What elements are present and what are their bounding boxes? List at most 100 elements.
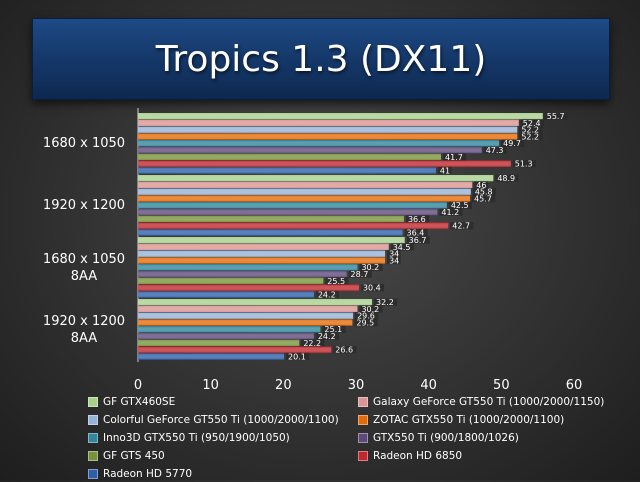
value-label-bg [406, 236, 430, 244]
x-tick-label: 0 [134, 378, 142, 393]
value-label: 46 [476, 181, 486, 190]
chart-title: Tropics 1.3 (DX11) [155, 38, 487, 80]
legend-item: GF GTS 450 [88, 448, 358, 464]
value-label-bg [359, 305, 383, 313]
bar-shine [138, 353, 285, 360]
legend-swatch [358, 415, 368, 425]
value-label: 52.2 [521, 132, 539, 141]
value-label: 42.5 [451, 201, 469, 210]
value-label: 30.4 [363, 284, 381, 293]
legend-label: Galaxy GeForce GT550 Ti (1000/2000/1150) [373, 396, 605, 408]
value-label-bg [404, 228, 428, 237]
bar-shine [138, 160, 511, 167]
value-label: 47.3 [486, 146, 504, 155]
bar-shine [138, 195, 471, 202]
bar-shine [138, 229, 403, 236]
bar-shine [138, 140, 500, 147]
value-label-bg [354, 318, 378, 327]
bar-shine [138, 202, 447, 209]
value-label: 52.2 [521, 126, 539, 135]
bar-shine [138, 284, 359, 291]
value-label-bg [315, 290, 340, 299]
value-label: 42.7 [452, 222, 470, 231]
bar-shine [138, 305, 358, 312]
value-label: 41 [440, 166, 450, 175]
bar-shine [138, 339, 300, 346]
category-label: 8AA [71, 269, 98, 284]
value-label-bg [355, 312, 379, 320]
value-label-bg [315, 332, 340, 340]
bar-shine [138, 181, 473, 188]
legend-label: GTX550 Ti (900/1800/1026) [373, 432, 519, 444]
bar-shine [138, 291, 314, 298]
value-label: 48.9 [497, 174, 515, 183]
bar-shine [138, 175, 494, 182]
legend-label: GF GTS 450 [103, 450, 165, 462]
value-label-bg [301, 339, 325, 347]
legend-item: Galaxy GeForce GT550 Ti (1000/2000/1150) [358, 394, 628, 410]
legend-swatch [358, 451, 368, 461]
legend-item: Radeon HD 6850 [358, 448, 628, 464]
bar-shine [138, 257, 386, 264]
value-label: 34 [389, 250, 399, 259]
bar-shine [138, 167, 436, 174]
bar-shine [138, 299, 372, 306]
value-label-bg [519, 126, 543, 134]
value-label: 24.2 [318, 290, 336, 299]
value-label: 22.2 [303, 339, 321, 348]
legend-swatch [88, 469, 98, 479]
value-label-bg [483, 146, 507, 154]
bar-shine [138, 126, 518, 133]
legend-label: Radeon HD 6850 [373, 450, 463, 462]
value-label-bg [373, 298, 398, 306]
bar-shine [138, 250, 386, 257]
value-label-bg [448, 201, 473, 209]
value-label-bg [348, 270, 372, 278]
value-label: 25.5 [327, 277, 345, 286]
bar-shine [138, 312, 354, 319]
legend-swatch [88, 451, 98, 461]
bar-shine [138, 277, 324, 284]
value-label: 20.1 [288, 352, 306, 361]
value-label-bg [495, 174, 519, 182]
value-label-bg [390, 243, 414, 251]
chart-title-box: Tropics 1.3 (DX11) [32, 18, 610, 100]
x-tick-label: 10 [202, 378, 219, 393]
value-label: 26.6 [335, 346, 353, 355]
value-label: 29.6 [357, 312, 375, 321]
bar-shine [138, 119, 519, 126]
legend: GF GTX460SE Galaxy GeForce GT550 Ti (1000… [88, 394, 628, 482]
value-label: 36.6 [408, 215, 426, 224]
bar-shine [138, 271, 347, 278]
bar-shine [138, 188, 471, 195]
value-label-bg [437, 166, 452, 175]
category-label: 1680 x 1050 [43, 136, 125, 151]
value-label-bg [474, 181, 488, 189]
value-label: 49.7 [503, 139, 521, 148]
category-label: 1680 x 1050 [43, 252, 125, 267]
bar-shine [138, 147, 482, 154]
value-label: 36.7 [409, 236, 427, 245]
category-label: 1920 x 1200 [43, 314, 125, 329]
value-label-bg [286, 352, 310, 361]
legend-swatch [88, 397, 98, 407]
value-label: 24.2 [318, 332, 336, 341]
value-label-bg [439, 208, 463, 216]
legend-item: Radeon HD 5770 [88, 466, 358, 482]
legend-item: GTX550 Ti (900/1800/1026) [358, 430, 628, 446]
value-label-bg [472, 194, 496, 203]
value-label-bg [450, 222, 474, 230]
value-label-bg [387, 256, 401, 265]
value-label-bg [360, 284, 385, 292]
value-label-bg [501, 139, 525, 147]
value-label-bg [512, 160, 536, 168]
bar-shine [138, 237, 405, 244]
value-label: 55.7 [547, 112, 565, 121]
bar-shine [138, 222, 449, 229]
bar-shine [138, 326, 321, 333]
bar-shine [138, 215, 404, 222]
bar-shine [138, 153, 442, 160]
value-label: 34.5 [393, 243, 411, 252]
value-label: 51.3 [515, 160, 533, 169]
